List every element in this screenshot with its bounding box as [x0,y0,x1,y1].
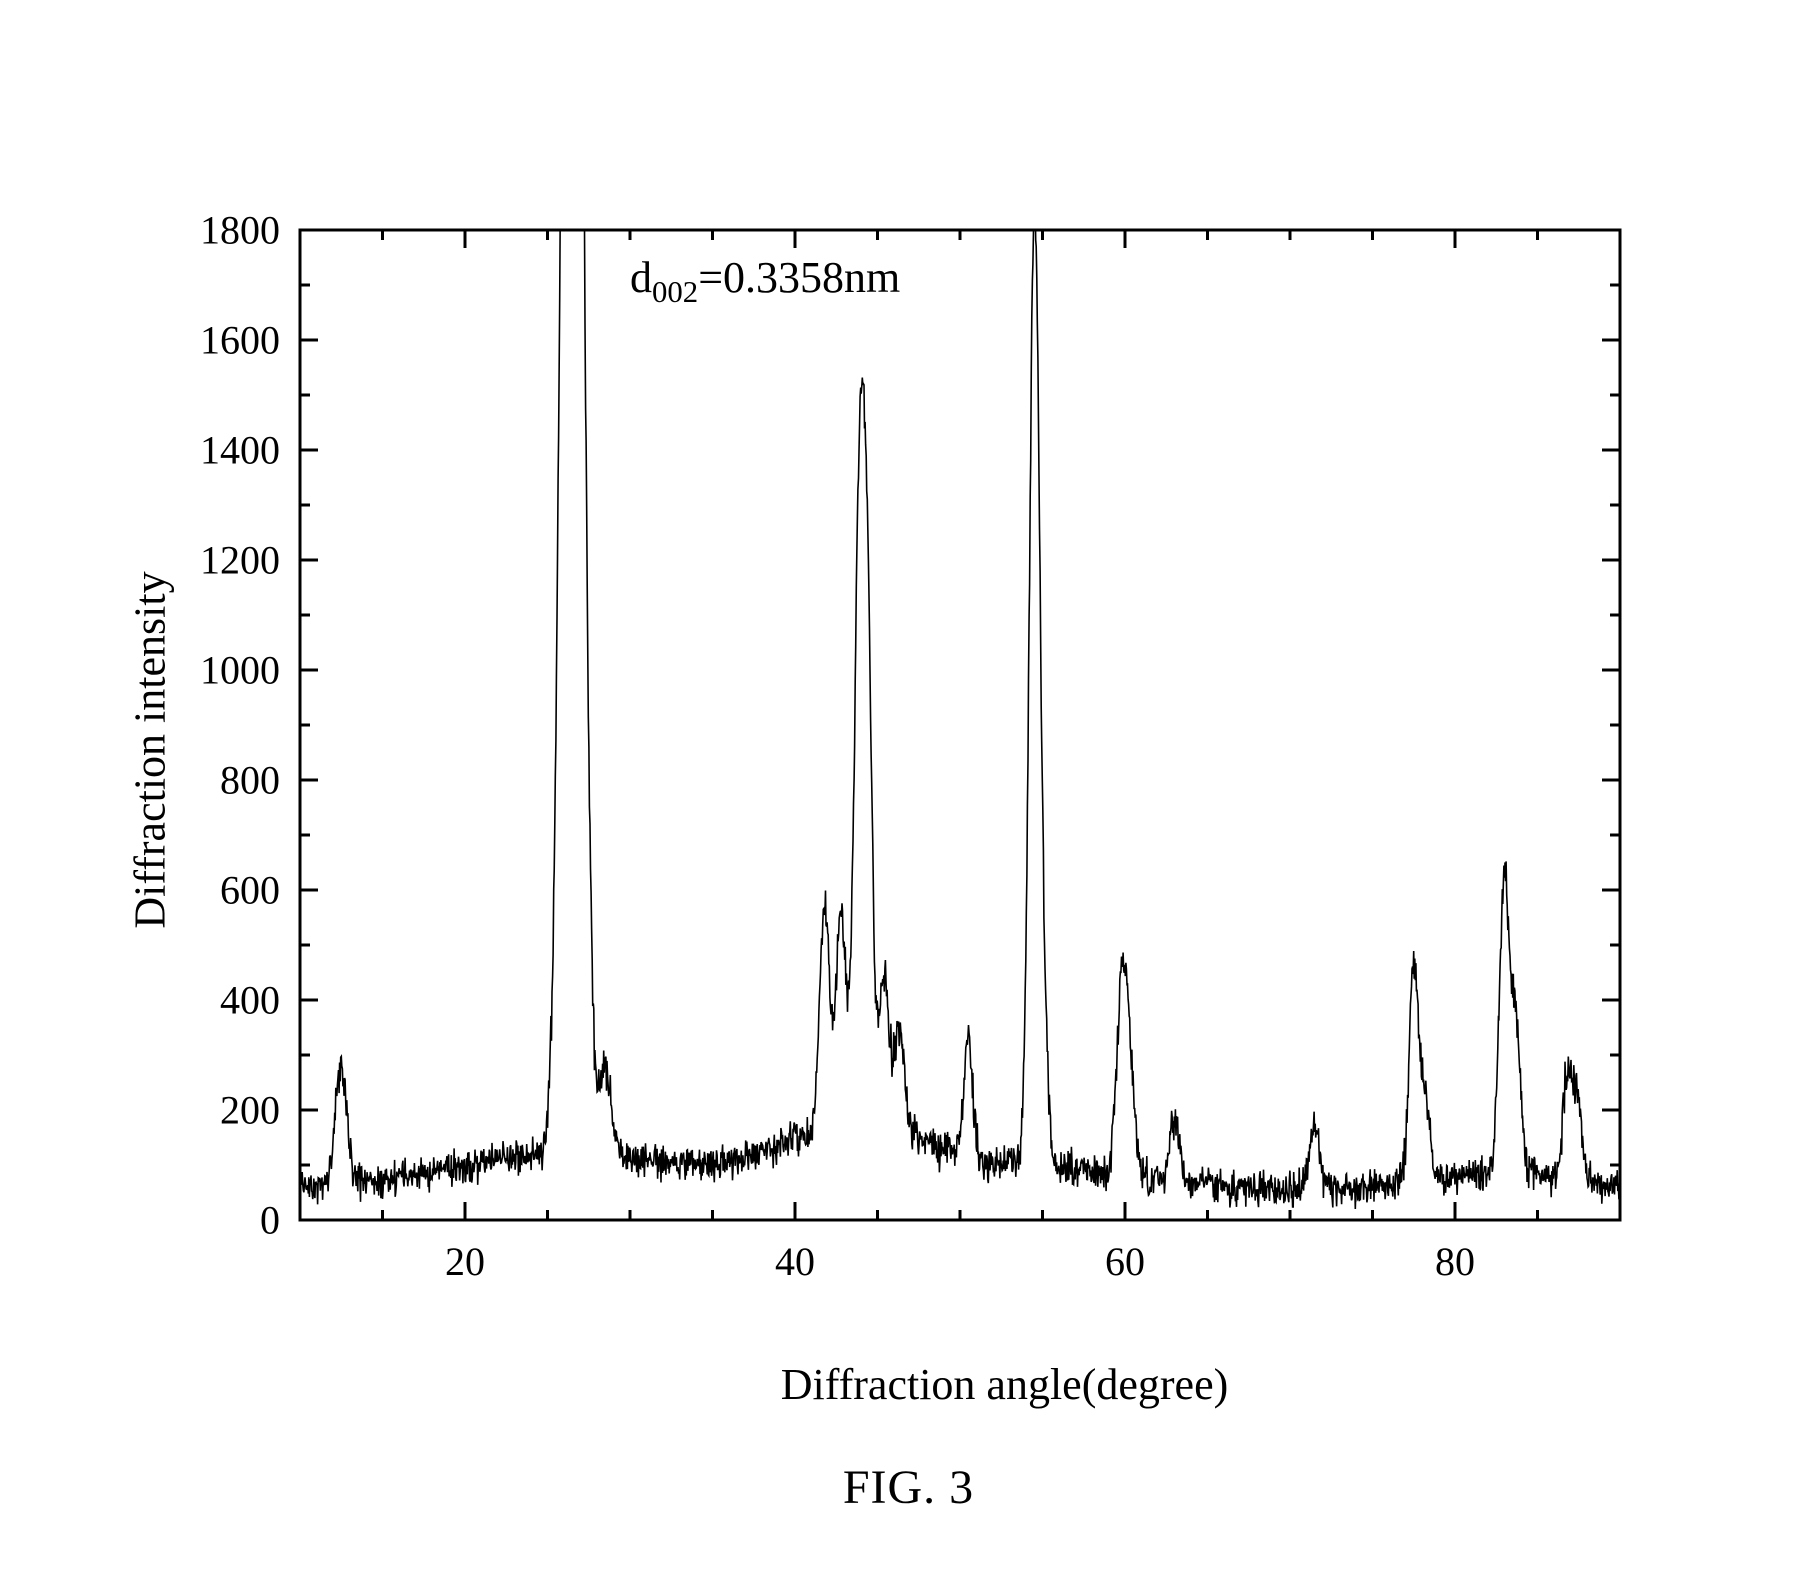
x-tick-label: 40 [775,1238,815,1285]
figure-caption: FIG. 3 [843,1460,974,1515]
d-spacing-annotation: d002=0.3358nm [630,252,900,310]
y-tick-label: 1800 [200,207,300,254]
y-tick-label: 1000 [200,647,300,694]
x-tick-label: 20 [445,1238,485,1285]
y-tick-label: 800 [220,757,300,804]
y-tick-label: 400 [220,977,300,1024]
xrd-chart: 0 200 400 600 800 1000 1200 1400 1600 1800 20 40 60… [180,210,1650,1290]
page: 0 200 400 600 800 1000 1200 1400 1600 1800 20 40 60… [0,0,1817,1589]
x-tick-label: 80 [1435,1238,1475,1285]
y-tick-label: 1600 [200,317,300,364]
x-tick-label: 60 [1105,1238,1145,1285]
y-axis-label: Diffraction intensity [125,571,176,928]
x-axis-label: Diffraction angle(degree) [781,1359,1229,1410]
y-tick-label: 600 [220,867,300,914]
plot-svg [180,210,1650,1290]
y-tick-label: 1200 [200,537,300,584]
y-tick-label: 200 [220,1087,300,1134]
y-tick-label: 1400 [200,427,300,474]
y-tick-label: 0 [260,1197,300,1244]
